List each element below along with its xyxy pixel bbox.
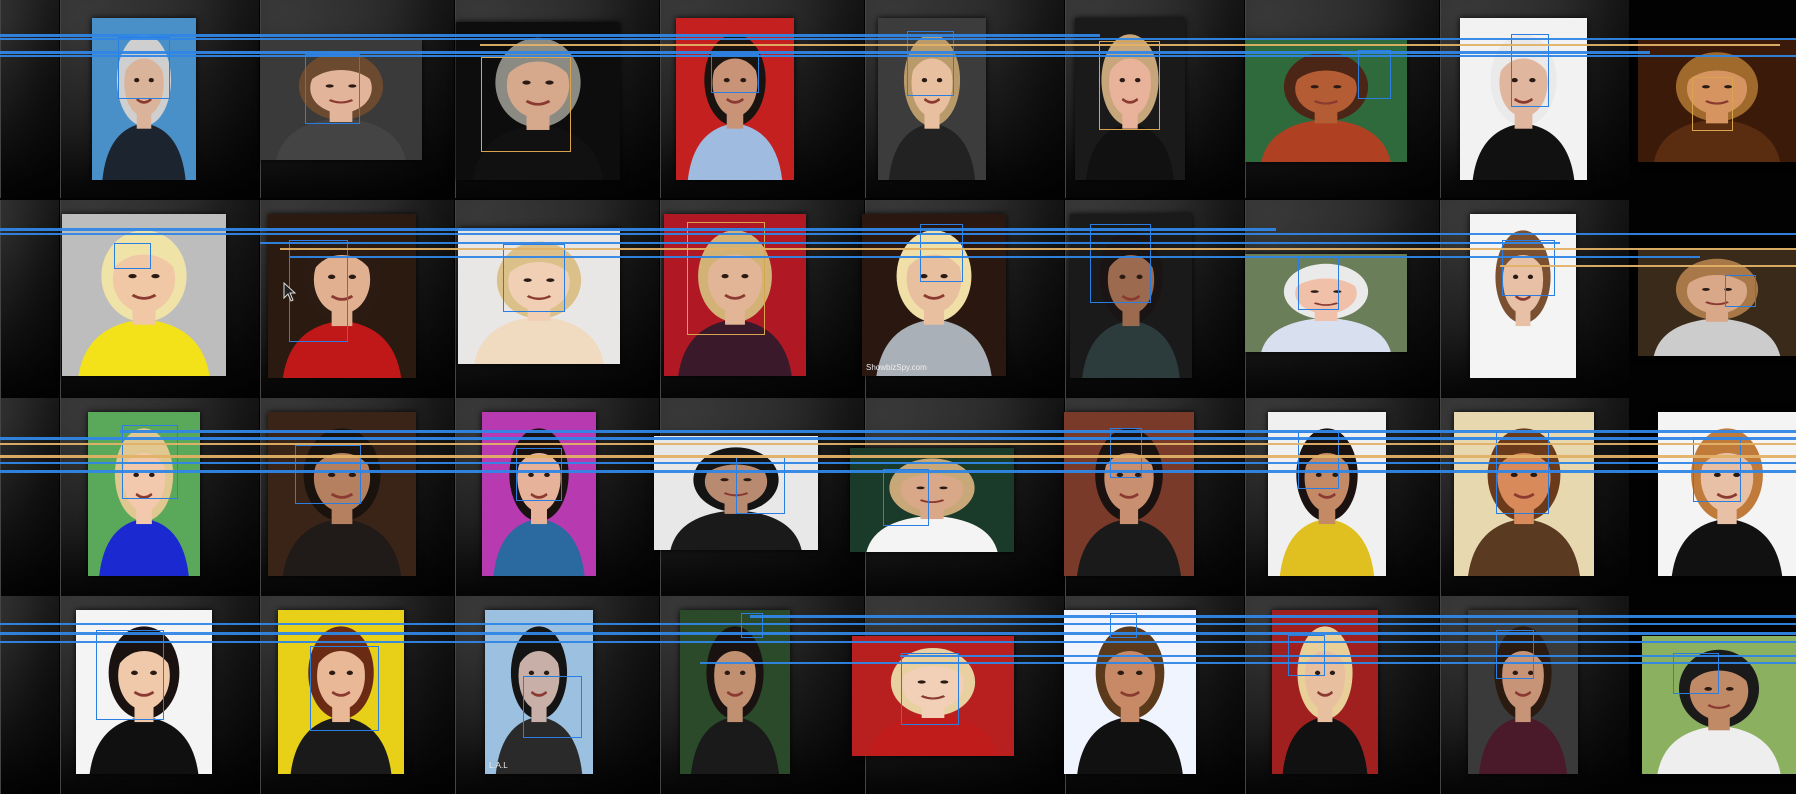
face-photo-graphic [76, 610, 212, 774]
face-photo-r1c1[interactable] [92, 18, 196, 180]
face-photo-graphic [852, 636, 1014, 756]
face-photo-r2c1[interactable] [62, 214, 226, 376]
face-photo-r1c9[interactable] [1638, 40, 1796, 162]
photo-watermark: ShowbizSpy.com [866, 363, 927, 372]
face-photo-graphic [62, 214, 226, 376]
face-photo-r1c8[interactable] [1460, 18, 1587, 180]
face-photo-graphic [1460, 18, 1587, 180]
face-photo-graphic [1070, 214, 1192, 378]
face-photo-graphic [1075, 18, 1185, 180]
face-photo-r3c5[interactable] [850, 448, 1014, 552]
face-photo-r4c1[interactable] [76, 610, 212, 774]
face-photo-r2c7[interactable] [1245, 254, 1407, 352]
face-photo-graphic [878, 18, 986, 180]
face-photo-r4c7[interactable] [1272, 610, 1378, 774]
face-photo-r1c6[interactable] [1075, 18, 1185, 180]
face-photo-graphic [458, 228, 620, 364]
face-photo-r4c5[interactable] [852, 636, 1014, 756]
face-photo-r2c5[interactable]: ShowbizSpy.com [862, 214, 1006, 376]
face-photo-graphic [1638, 40, 1796, 162]
face-photo-r4c9[interactable] [1642, 636, 1796, 774]
face-photo-graphic [268, 412, 416, 576]
face-photo-r4c2[interactable] [278, 610, 404, 774]
face-photo-r3c4[interactable] [654, 436, 818, 550]
face-photo-r2c2[interactable] [268, 214, 416, 378]
face-photo-graphic [850, 448, 1014, 552]
face-photo-r3c3[interactable] [482, 412, 596, 576]
face-photo-graphic [1245, 40, 1407, 162]
face-photo-graphic [1642, 636, 1796, 774]
face-photo-graphic [676, 18, 794, 180]
face-photo-graphic [1268, 412, 1386, 576]
face-photo-graphic [862, 214, 1006, 376]
face-photo-graphic [1272, 610, 1378, 774]
gallery-cell [0, 0, 59, 198]
face-photo-r1c7[interactable] [1245, 40, 1407, 162]
face-photo-r1c5[interactable] [878, 18, 986, 180]
face-photo-r1c4[interactable] [676, 18, 794, 180]
face-photo-r4c8[interactable] [1468, 610, 1578, 774]
face-photo-graphic [1658, 412, 1796, 576]
face-photo-r4c6[interactable] [1064, 610, 1196, 774]
face-photo-r3c9[interactable] [1658, 412, 1796, 576]
face-photo-graphic [268, 214, 416, 378]
face-photo-graphic [485, 610, 593, 774]
face-photo-r3c2[interactable] [268, 412, 416, 576]
face-photo-graphic [680, 610, 790, 774]
face-photo-graphic [88, 412, 200, 576]
face-photo-graphic [1064, 610, 1196, 774]
gallery-cell [0, 596, 59, 794]
face-photo-graphic [482, 412, 596, 576]
face-photo-r4c3[interactable]: L.A.L [485, 610, 593, 774]
face-photo-r2c9[interactable] [1638, 248, 1796, 356]
face-photo-graphic [1638, 248, 1796, 356]
face-photo-graphic [92, 18, 196, 180]
face-photo-graphic [1064, 412, 1194, 576]
face-photo-r3c8[interactable] [1454, 412, 1594, 576]
face-photo-graphic [1245, 254, 1407, 352]
gallery-cell [0, 200, 59, 398]
face-photo-graphic [1470, 214, 1576, 378]
face-photo-graphic [278, 610, 404, 774]
gallery-cell [0, 398, 59, 596]
face-photo-r2c4[interactable] [664, 214, 806, 376]
face-photo-r3c6[interactable] [1064, 412, 1194, 576]
face-photo-graphic [1454, 412, 1594, 576]
face-photo-graphic [260, 40, 422, 160]
face-photo-graphic [1468, 610, 1578, 774]
face-photo-r2c3[interactable] [458, 228, 620, 364]
face-photo-r3c7[interactable] [1268, 412, 1386, 576]
photo-watermark: L.A.L [489, 761, 508, 770]
face-photo-r2c8[interactable] [1470, 214, 1576, 378]
face-photo-r4c4[interactable] [680, 610, 790, 774]
face-photo-graphic [664, 214, 806, 376]
face-photo-r1c3[interactable] [456, 22, 620, 180]
face-photo-r2c6[interactable] [1070, 214, 1192, 378]
mouse-pointer-icon [283, 282, 297, 302]
face-photo-r1c2[interactable] [260, 40, 422, 160]
face-photo-graphic [654, 436, 818, 550]
face-photo-r3c1[interactable] [88, 412, 200, 576]
face-photo-graphic [456, 22, 620, 180]
